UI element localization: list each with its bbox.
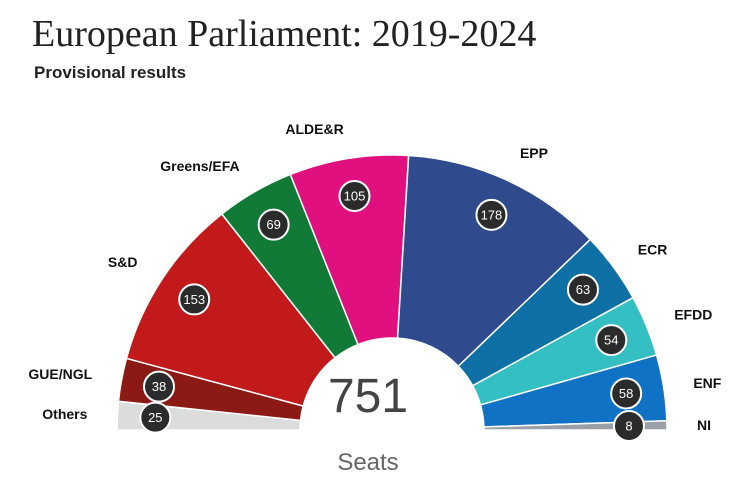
- badges-group: 25 38 153 69 105 178 63 54 58 8: [139, 179, 645, 443]
- label-enf: ENF: [693, 375, 721, 391]
- label-s-and-d: S&D: [108, 254, 138, 270]
- seat-count-epp: 178: [481, 207, 503, 222]
- segment-s-and-d[interactable]: [125, 212, 337, 407]
- chart-title: European Parliament: 2019-2024: [32, 13, 537, 55]
- seat-count-enf: 58: [619, 386, 633, 401]
- total-seats-value: 751: [328, 370, 408, 423]
- label-efdd: EFDD: [674, 306, 712, 322]
- seat-count-alde-and-r: 105: [344, 188, 366, 203]
- badge-efdd: [595, 324, 628, 357]
- label-ni: NI: [697, 417, 711, 433]
- badge-ni: [612, 410, 645, 443]
- badge-greens-efa: [257, 208, 290, 241]
- label-ecr: ECR: [638, 241, 668, 257]
- seat-count-efdd: 54: [604, 333, 618, 348]
- total-seats-label: Seats: [337, 449, 398, 476]
- badge-others: [139, 401, 172, 434]
- badge-enf: [610, 377, 643, 410]
- seat-count-others: 25: [148, 410, 162, 425]
- badge-ecr: [566, 273, 599, 306]
- seat-count-greens-efa: 69: [266, 217, 280, 232]
- seat-count-ecr: 63: [576, 282, 590, 297]
- chart-subtitle: Provisional results: [34, 63, 187, 82]
- seat-count-ni: 8: [625, 419, 632, 434]
- label-gue-ngl: GUE/NGL: [28, 366, 92, 382]
- label-alde-and-r: ALDE&R: [285, 121, 343, 137]
- badge-epp: [475, 198, 508, 231]
- seat-count-gue-ngl: 38: [152, 379, 166, 394]
- label-epp: EPP: [520, 145, 548, 161]
- badge-s-and-d: [178, 283, 211, 316]
- badge-gue-ngl: [143, 370, 176, 403]
- segment-epp[interactable]: [396, 154, 592, 368]
- labels-group: Others GUE/NGL S&D Greens/EFA ALDE&R EPP ECR EF…: [28, 121, 721, 433]
- label-greens-efa: Greens/EFA: [160, 158, 239, 174]
- label-others: Others: [42, 406, 87, 422]
- badge-alde-and-r: [338, 179, 371, 212]
- seat-count-s-and-d: 153: [183, 292, 205, 307]
